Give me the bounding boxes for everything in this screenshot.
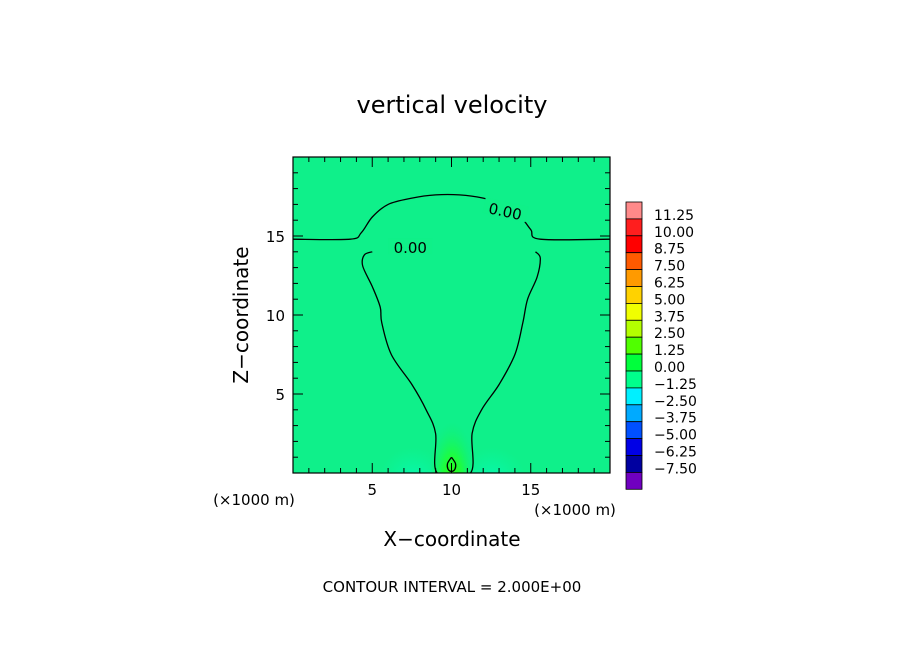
contour-label-bg bbox=[388, 238, 433, 255]
contour-interval-footer: CONTOUR INTERVAL = 2.000E+00 bbox=[323, 578, 582, 596]
x-unit-label-right: (×1000 m) bbox=[534, 501, 616, 519]
x-tick-label: 15 bbox=[521, 481, 540, 499]
x-axis-title: X−coordinate bbox=[383, 527, 520, 551]
colorbar-cell bbox=[625, 404, 643, 423]
colorbar-cell bbox=[625, 252, 643, 270]
colorbar-level-label: 0.00 bbox=[654, 360, 685, 376]
colorbar-level-label: 5.00 bbox=[654, 292, 685, 308]
colorbar-level-label: 11.25 bbox=[654, 208, 694, 224]
colorbar-level-label: −2.50 bbox=[654, 394, 697, 410]
colorbar-cell bbox=[625, 471, 643, 490]
colorbar-cell bbox=[625, 235, 643, 254]
x-tick-label: 5 bbox=[367, 481, 377, 499]
colorbar-level-label: 7.50 bbox=[654, 259, 685, 275]
colorbar-level-label: −3.75 bbox=[654, 411, 697, 427]
y-tick-label: 15 bbox=[266, 228, 285, 246]
x-tick-label: 10 bbox=[442, 481, 461, 499]
colorbar-cell bbox=[625, 387, 643, 406]
colorbar: 11.2510.008.757.506.255.003.752.501.250.… bbox=[625, 201, 697, 490]
contour-line-1 bbox=[361, 251, 541, 473]
colorbar-cell bbox=[625, 218, 643, 237]
contour-line-0 bbox=[293, 193, 610, 241]
colorbar-cell bbox=[625, 438, 643, 456]
colorbar-level-label: 1.25 bbox=[654, 343, 685, 359]
y-axis-title: Z−coordinate bbox=[229, 246, 253, 383]
colorbar-cell bbox=[625, 353, 643, 372]
colorbar-cell bbox=[625, 455, 643, 473]
colorbar-cell bbox=[625, 302, 643, 321]
y-tick-label: 5 bbox=[275, 386, 285, 404]
colorbar-cell bbox=[625, 370, 643, 389]
colorbar-cell bbox=[625, 201, 643, 220]
colorbar-level-label: −1.25 bbox=[654, 377, 697, 393]
updraft-core-shading bbox=[428, 380, 476, 473]
colorbar-level-label: 8.75 bbox=[654, 242, 685, 258]
colorbar-level-label: 6.25 bbox=[654, 276, 685, 292]
x-unit-label: (×1000 m) bbox=[213, 491, 295, 509]
colorbar-cell bbox=[625, 286, 643, 304]
contour-label: 0.00 bbox=[394, 239, 427, 257]
colorbar-level-label: 10.00 bbox=[654, 225, 694, 241]
colorbar-level-label: −7.50 bbox=[654, 461, 697, 477]
colorbar-cell bbox=[625, 269, 643, 287]
colorbar-level-label: −6.25 bbox=[654, 445, 697, 461]
contour-label-bg bbox=[482, 197, 529, 223]
chart-title: vertical velocity bbox=[357, 91, 548, 119]
contour-label-group: 0.00 bbox=[388, 238, 433, 257]
y-tick-label: 10 bbox=[266, 307, 285, 325]
colorbar-cell bbox=[625, 336, 643, 355]
colorbar-cell bbox=[625, 421, 643, 440]
colorbar-level-label: 3.75 bbox=[654, 309, 685, 325]
colorbar-level-label: 2.50 bbox=[654, 326, 685, 342]
colorbar-cell bbox=[625, 319, 643, 338]
colorbar-level-label: −5.00 bbox=[654, 428, 697, 444]
